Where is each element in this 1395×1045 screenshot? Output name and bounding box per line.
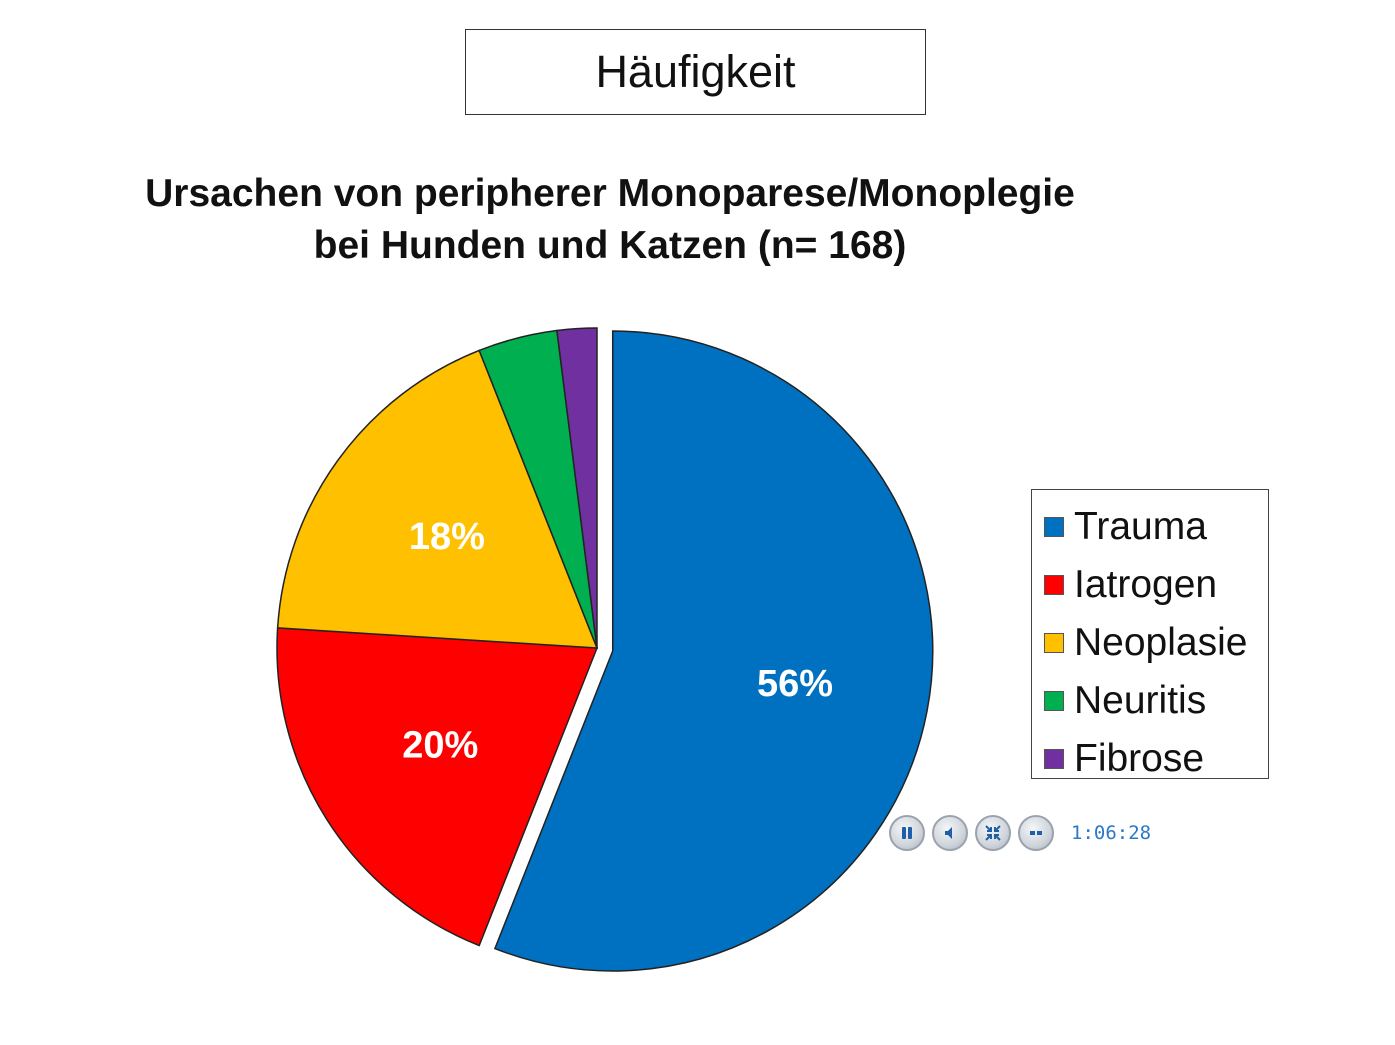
legend-item-neoplasie: Neoplasie — [1044, 614, 1268, 672]
legend-label: Trauma — [1074, 505, 1207, 548]
exit-fullscreen-icon — [985, 825, 1001, 841]
pie-label-neoplasie: 18% — [409, 516, 485, 558]
exit-fullscreen-button[interactable] — [975, 815, 1011, 851]
legend-swatch-iatrogen — [1044, 575, 1064, 595]
legend-item-iatrogen: Iatrogen — [1044, 556, 1268, 614]
legend-swatch-trauma — [1044, 517, 1064, 537]
legend-item-trauma: Trauma — [1044, 498, 1268, 556]
legend-swatch-fibrose — [1044, 749, 1064, 769]
legend-label: Neoplasie — [1074, 621, 1248, 664]
chart-title-line1: Ursachen von peripherer Monoparese/Monop… — [145, 172, 1075, 215]
legend-item-fibrose: Fibrose — [1044, 730, 1268, 788]
legend-swatch-neoplasie — [1044, 633, 1064, 653]
pie-label-trauma: 56% — [757, 663, 833, 705]
chart-title-line2: bei Hunden und Katzen (n= 168) — [313, 224, 907, 267]
legend-swatch-neuritis — [1044, 691, 1064, 711]
legend-label: Fibrose — [1074, 737, 1205, 780]
pie-slice-fibrose — [556, 327, 598, 649]
pause-button[interactable] — [889, 815, 925, 851]
chart-title: Ursachen von peripherer Monoparese/Monop… — [40, 168, 1180, 272]
chart-legend: Trauma Iatrogen Neoplasie Neuritis Fibro… — [1031, 489, 1269, 780]
pie-label-iatrogen: 20% — [402, 724, 478, 766]
volume-icon — [945, 827, 952, 839]
slide-title: Häufigkeit — [465, 29, 926, 115]
pie-slice-neoplasie — [276, 349, 599, 649]
volume-button[interactable] — [932, 815, 968, 851]
playback-time: 1:06:28 — [1071, 822, 1152, 844]
legend-label: Neuritis — [1074, 679, 1207, 722]
pie-slice-iatrogen — [276, 627, 599, 947]
media-player-controls: 1:06:28 — [889, 815, 1151, 851]
legend-item-neuritis: Neuritis — [1044, 672, 1268, 730]
pie-slice-trauma — [493, 330, 934, 972]
pause-icon — [902, 827, 912, 839]
captions-icon — [1030, 831, 1042, 835]
legend-label: Iatrogen — [1074, 563, 1218, 606]
captions-button[interactable] — [1018, 815, 1054, 851]
